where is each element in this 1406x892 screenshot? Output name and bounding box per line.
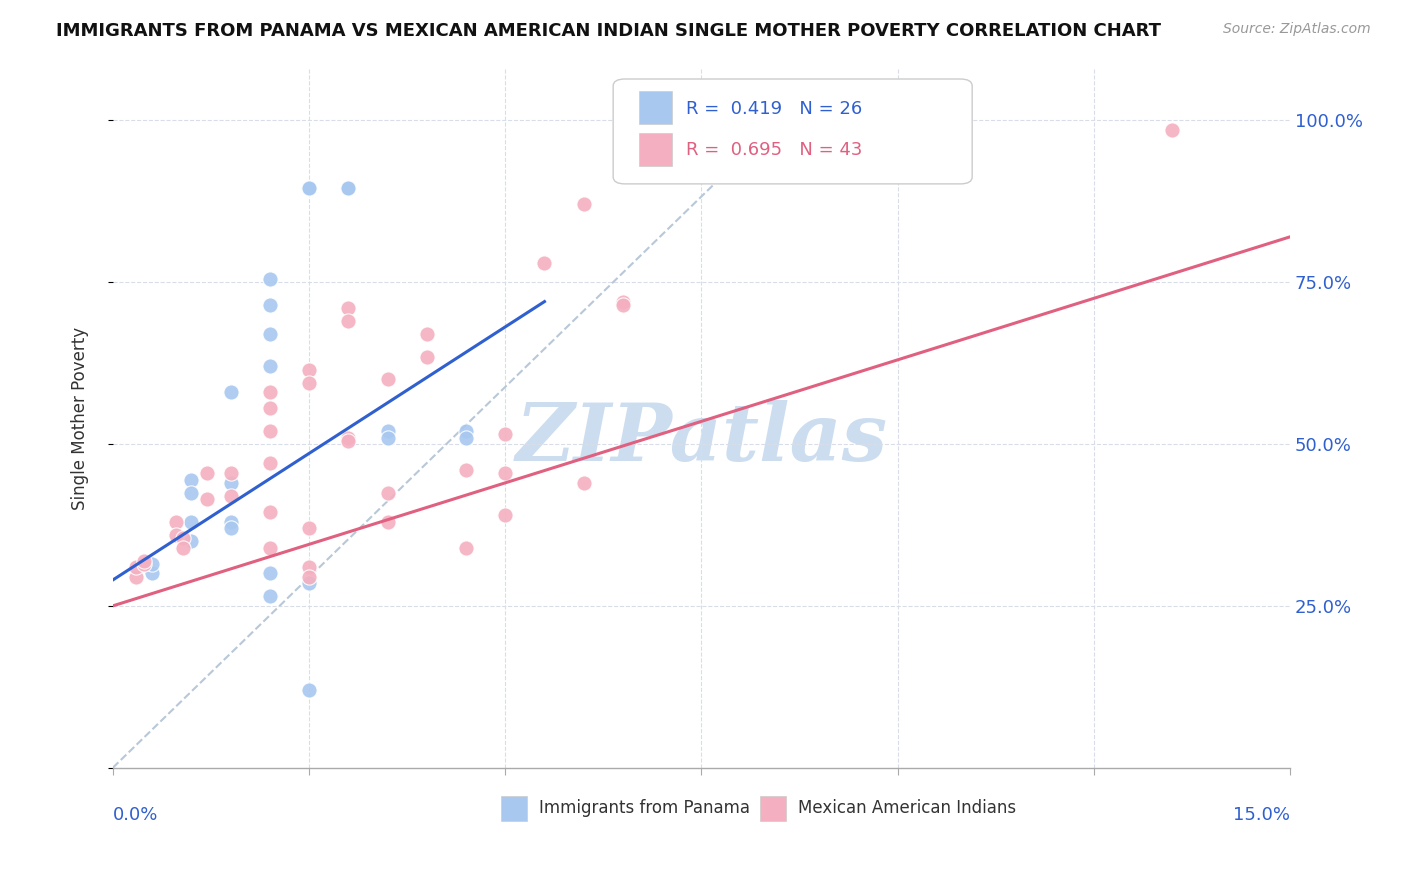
Point	[259, 298, 281, 312]
Point	[259, 424, 281, 438]
Point	[572, 197, 595, 211]
Point	[165, 515, 187, 529]
Point	[259, 566, 281, 581]
Text: Mexican American Indians: Mexican American Indians	[799, 799, 1017, 817]
Bar	[640, 133, 672, 167]
Point	[134, 557, 156, 571]
Point	[298, 521, 321, 535]
Point	[219, 489, 242, 503]
FancyBboxPatch shape	[613, 79, 972, 184]
Point	[337, 301, 360, 315]
Point	[377, 515, 399, 529]
Text: Immigrants from Panama: Immigrants from Panama	[538, 799, 749, 817]
Point	[377, 431, 399, 445]
Point	[219, 521, 242, 535]
Text: 0.0%: 0.0%	[112, 806, 159, 824]
Text: R =  0.419   N = 26: R = 0.419 N = 26	[686, 100, 862, 118]
Point	[377, 372, 399, 386]
Point	[377, 424, 399, 438]
Point	[298, 570, 321, 584]
Point	[259, 326, 281, 341]
Point	[134, 553, 156, 567]
Point	[180, 515, 202, 529]
Point	[259, 505, 281, 519]
Point	[612, 294, 634, 309]
Point	[259, 457, 281, 471]
Point	[180, 473, 202, 487]
Point	[494, 466, 516, 480]
Y-axis label: Single Mother Poverty: Single Mother Poverty	[72, 326, 89, 509]
Point	[298, 560, 321, 574]
Point	[141, 557, 163, 571]
Point	[612, 298, 634, 312]
Bar	[640, 91, 672, 125]
Point	[259, 401, 281, 416]
Point	[337, 431, 360, 445]
Point	[533, 256, 555, 270]
Point	[298, 376, 321, 390]
Point	[298, 362, 321, 376]
Point	[494, 427, 516, 442]
Point	[1161, 123, 1184, 137]
Point	[416, 326, 439, 341]
Point	[259, 541, 281, 555]
Point	[219, 515, 242, 529]
Point	[195, 466, 218, 480]
Point	[454, 541, 477, 555]
Point	[377, 485, 399, 500]
Point	[172, 541, 194, 555]
Point	[298, 181, 321, 195]
Point	[125, 560, 148, 574]
Text: Source: ZipAtlas.com: Source: ZipAtlas.com	[1223, 22, 1371, 37]
Point	[454, 424, 477, 438]
Point	[165, 527, 187, 541]
Point	[125, 570, 148, 584]
Point	[337, 314, 360, 328]
Point	[219, 466, 242, 480]
Text: IMMIGRANTS FROM PANAMA VS MEXICAN AMERICAN INDIAN SINGLE MOTHER POVERTY CORRELAT: IMMIGRANTS FROM PANAMA VS MEXICAN AMERIC…	[56, 22, 1161, 40]
Text: 15.0%: 15.0%	[1233, 806, 1291, 824]
Point	[337, 181, 360, 195]
Text: R =  0.695   N = 43: R = 0.695 N = 43	[686, 141, 862, 160]
Point	[259, 385, 281, 400]
Bar	[502, 797, 527, 821]
Bar	[761, 797, 786, 821]
Point	[572, 475, 595, 490]
Point	[259, 272, 281, 286]
Point	[219, 385, 242, 400]
Point	[180, 534, 202, 549]
Point	[141, 566, 163, 581]
Point	[416, 350, 439, 364]
Point	[337, 434, 360, 448]
Point	[259, 359, 281, 374]
Point	[298, 576, 321, 591]
Point	[298, 181, 321, 195]
Point	[494, 508, 516, 523]
Point	[259, 589, 281, 603]
Point	[219, 475, 242, 490]
Text: ZIPatlas: ZIPatlas	[516, 401, 887, 478]
Point	[454, 463, 477, 477]
Point	[195, 491, 218, 506]
Point	[298, 683, 321, 698]
Point	[172, 531, 194, 545]
Point	[337, 181, 360, 195]
Point	[180, 485, 202, 500]
Point	[454, 431, 477, 445]
